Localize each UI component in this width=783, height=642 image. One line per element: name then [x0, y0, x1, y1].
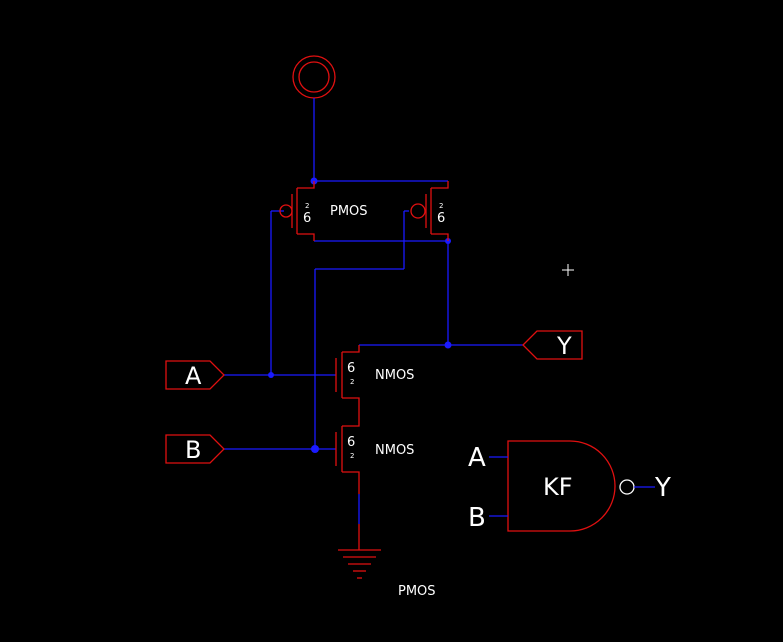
pmos-left-length: 2: [305, 202, 309, 210]
input-pin-a-label: A: [185, 362, 202, 390]
pmos-right-width: 6: [437, 211, 445, 226]
pmos-left-transistor[interactable]: 2 6: [279, 181, 315, 241]
nand-gate-symbol[interactable]: KF A B Y: [468, 440, 671, 533]
ground-symbol[interactable]: [338, 524, 381, 579]
input-pin-b-label: B: [185, 436, 201, 464]
nmos-bottom-transistor[interactable]: 6 2 NMOS: [335, 420, 414, 494]
nmos-top-length: 2: [350, 378, 354, 386]
wires: [224, 98, 523, 524]
gate-label: KF: [543, 473, 573, 501]
gate-input-a-label: A: [468, 443, 486, 473]
pmos-right-length: 2: [439, 202, 443, 210]
gate-output-label: Y: [654, 473, 671, 503]
nmos-bottom-width: 6: [347, 435, 355, 450]
cursor-crosshair-icon: [562, 264, 574, 276]
junction-dot: [268, 372, 274, 378]
pmos-right-transistor[interactable]: 2 6: [410, 181, 449, 241]
junction-dots: [268, 177, 452, 453]
nmos-top-width: 6: [347, 361, 355, 376]
nmos-bottom-length: 2: [350, 452, 354, 460]
output-pin-y-label: Y: [556, 332, 572, 360]
inversion-bubble: [619, 479, 635, 495]
junction-dot: [311, 445, 319, 453]
input-pin-a[interactable]: A: [165, 360, 225, 390]
gate-input-b-label: B: [468, 503, 486, 533]
junction-dot: [444, 341, 452, 349]
pmos-left-width: 6: [303, 211, 311, 226]
vdd-supply-symbol[interactable]: [292, 55, 336, 99]
output-pin-y[interactable]: Y: [522, 330, 583, 360]
stray-pmos-label: PMOS: [398, 584, 436, 599]
nmos-top-transistor[interactable]: 6 2 NMOS: [335, 345, 414, 420]
pmos-label: PMOS: [330, 204, 368, 219]
input-pin-b[interactable]: B: [165, 434, 225, 464]
nmos-bottom-label: NMOS: [375, 443, 414, 458]
nmos-top-label: NMOS: [375, 368, 414, 383]
